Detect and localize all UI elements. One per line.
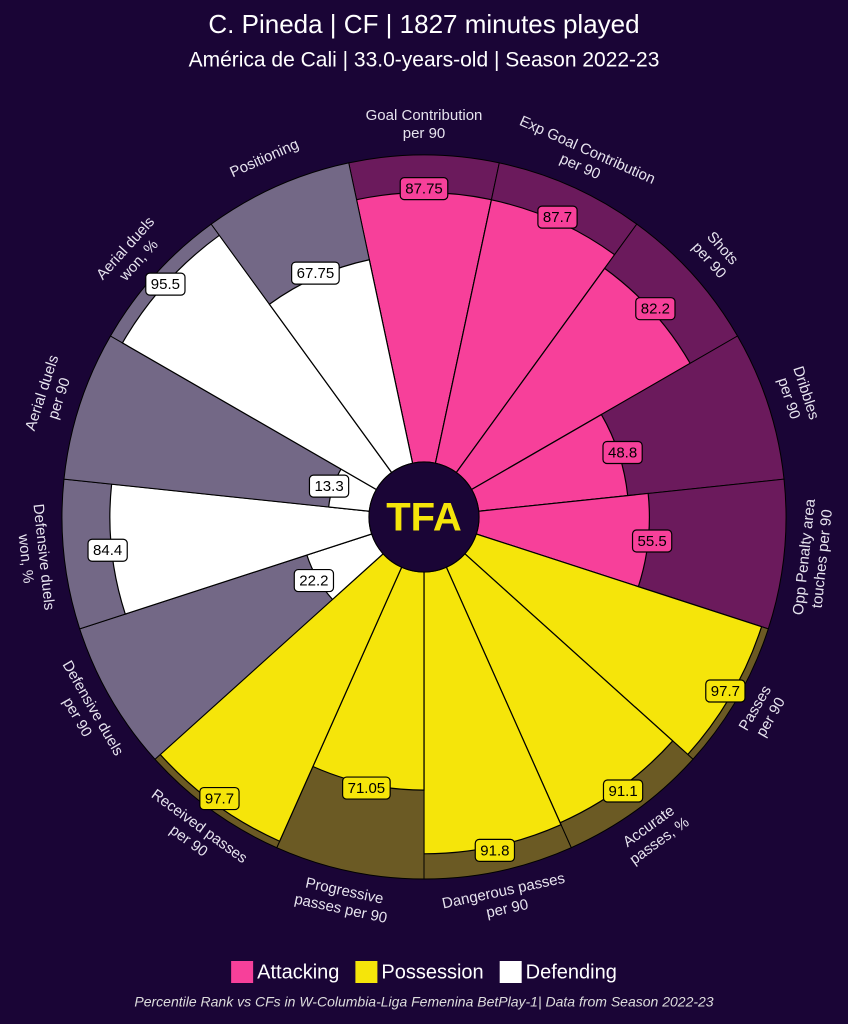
value-label-text: 48.8 <box>608 444 637 461</box>
value-label: 82.2 <box>635 297 676 321</box>
value-label-box <box>293 568 335 593</box>
value-label-text: 97.7 <box>711 683 740 700</box>
value-label: 48.8 <box>602 440 643 465</box>
value-label-text: 13.3 <box>314 478 343 495</box>
value-label-box <box>602 779 644 803</box>
footer: Percentile Rank vs CFs in W-Columbia-Lig… <box>134 994 713 1010</box>
value-label: 71.05 <box>342 776 391 800</box>
value-label-text: 71.05 <box>348 780 386 797</box>
value-label-text: 87.75 <box>405 181 443 198</box>
value-label-box <box>87 538 128 562</box>
legend-swatch <box>231 961 254 983</box>
value-label-text: 95.5 <box>151 276 180 293</box>
logo: TFA <box>386 496 462 540</box>
legend-item: Attacking <box>231 961 339 983</box>
legend-swatch <box>355 961 378 983</box>
value-label-box <box>399 177 449 201</box>
value-label-box <box>474 838 516 862</box>
value-label-text: 82.2 <box>641 301 670 318</box>
value-label: 87.75 <box>399 177 449 201</box>
value-label-box <box>308 474 350 498</box>
value-label-box <box>635 297 676 321</box>
value-label-box <box>631 529 673 553</box>
value-label-box <box>602 440 643 465</box>
value-label: 91.8 <box>474 838 516 862</box>
value-label: 97.7 <box>705 679 746 703</box>
value-label-text: 97.7 <box>205 791 234 808</box>
legend-label: Defending <box>526 961 617 983</box>
value-label-text: 91.8 <box>480 842 509 859</box>
value-label-text: 22.2 <box>299 573 328 590</box>
value-label-text: 84.4 <box>93 542 122 559</box>
value-label: 97.7 <box>199 786 240 811</box>
value-label: 22.2 <box>293 568 335 593</box>
value-label-box <box>342 776 391 800</box>
legend-label: Attacking <box>257 961 339 983</box>
value-label-text: 91.1 <box>608 783 637 800</box>
value-label-box <box>291 261 340 285</box>
category-label: Goal Contribution per 90 <box>366 107 483 142</box>
legend-label: Possession <box>381 961 483 983</box>
legend-item: Defending <box>499 961 617 983</box>
value-label: 84.4 <box>87 538 128 562</box>
value-label-text: 87.7 <box>543 209 572 226</box>
value-label: 95.5 <box>145 272 186 296</box>
value-label-box <box>145 272 186 296</box>
value-label-text: 55.5 <box>638 533 667 550</box>
chart-subtitle: América de Cali | 33.0-years-old | Seaso… <box>189 49 660 72</box>
value-label: 55.5 <box>631 529 673 553</box>
legend-item: Possession <box>355 961 484 983</box>
value-label: 91.1 <box>602 779 644 803</box>
chart-title: C. Pineda | CF | 1827 minutes played <box>208 9 639 39</box>
value-label-text: 67.75 <box>297 265 335 282</box>
value-label: 67.75 <box>291 261 340 285</box>
value-label: 87.7 <box>537 205 578 229</box>
legend-swatch <box>499 961 522 983</box>
value-label-box <box>705 679 746 703</box>
value-label-box <box>199 786 240 811</box>
value-label: 13.3 <box>308 474 350 498</box>
center-circle <box>368 461 480 573</box>
value-label-box <box>537 205 578 229</box>
